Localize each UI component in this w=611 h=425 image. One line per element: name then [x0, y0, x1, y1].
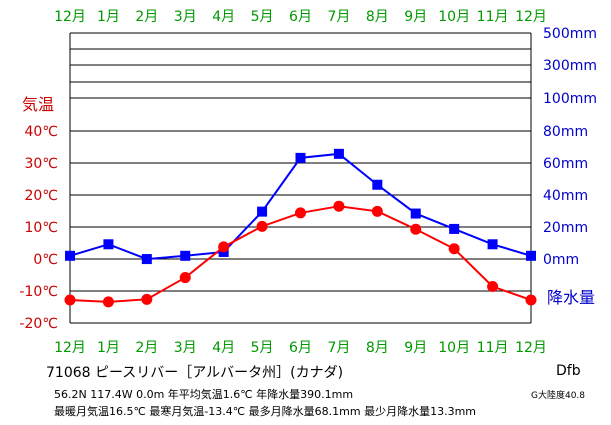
precipitation-tick-4: 60mm: [543, 156, 588, 172]
month-label-top-6: 6月: [289, 9, 312, 25]
temperature-point-0: [64, 294, 76, 306]
month-label-bottom-5: 5月: [251, 340, 274, 356]
month-label-top-11: 11月: [477, 9, 509, 25]
month-label-top-12: 12月: [515, 9, 547, 25]
temperature-point-2: [141, 293, 153, 305]
temperature-tick-4: 0℃: [33, 252, 58, 268]
month-label-top-5: 5月: [251, 9, 274, 25]
month-label-top-10: 10月: [438, 9, 470, 25]
month-label-bottom-8: 8月: [366, 340, 389, 356]
month-label-top-1: 1月: [97, 9, 120, 25]
temperature-point-1: [102, 296, 114, 308]
month-label-bottom-3: 3月: [174, 340, 197, 356]
temperature-point-10: [448, 243, 460, 255]
temperature-tick-0: 40℃: [24, 124, 58, 140]
precipitation-point-3: [180, 250, 191, 261]
precipitation-tick-0: 500mm: [543, 26, 597, 42]
month-label-bottom-0: 12月: [54, 340, 86, 356]
month-label-top-4: 4月: [212, 9, 235, 25]
temperature-point-7: [333, 200, 345, 212]
precipitation-point-2: [141, 254, 152, 265]
temperature-point-4: [218, 241, 230, 253]
precipitation-axis-label: 降水量: [547, 288, 595, 307]
plot-frame: [69, 33, 532, 324]
temperature-tick-6: -20℃: [19, 316, 58, 332]
precipitation-point-5: [257, 206, 268, 217]
temperature-axis-ticks: 40℃ 30℃ 20℃ 10℃ 0℃ -10℃ -20℃: [19, 124, 58, 332]
month-label-bottom-1: 1月: [97, 340, 120, 356]
month-label-bottom-12: 12月: [515, 340, 547, 356]
precipitation-axis-ticks: 500mm 300mm 100mm 80mm 60mm 40mm 20mm 0mm: [543, 26, 597, 268]
precipitation-tick-7: 0mm: [543, 252, 579, 268]
precipitation-point-7: [333, 148, 344, 159]
temperature-point-8: [371, 205, 383, 217]
month-label-bottom-2: 2月: [135, 340, 158, 356]
temperature-tick-1: 30℃: [24, 156, 58, 172]
continentality-index: G大陸度40.8: [531, 391, 586, 401]
month-label-bottom-9: 9月: [404, 340, 427, 356]
month-label-bottom-10: 10月: [438, 340, 470, 356]
month-label-top-3: 3月: [174, 9, 197, 25]
precipitation-point-1: [103, 239, 114, 250]
month-label-top-9: 9月: [404, 9, 427, 25]
temperature-point-9: [410, 223, 422, 235]
month-labels-top: 12月 1月 2月 3月 4月 5月 6月 7月 8月 9月 10月 11月 12月: [54, 9, 547, 25]
temperature-axis-label: 気温: [22, 95, 54, 114]
temperature-point-11: [487, 281, 499, 293]
temperature-point-12: [525, 294, 537, 306]
temperature-tick-2: 20℃: [24, 188, 58, 204]
precipitation-point-11: [487, 239, 498, 250]
precipitation-point-12: [526, 250, 536, 261]
temperature-tick-3: 10℃: [24, 220, 58, 236]
temperature-point-5: [256, 220, 268, 232]
precipitation-tick-2: 100mm: [543, 91, 597, 107]
grid-lines: [70, 32, 531, 292]
precipitation-point-10: [449, 223, 460, 234]
series-group: [64, 148, 537, 308]
temperature-tick-5: -10℃: [19, 284, 58, 300]
precipitation-point-9: [410, 208, 421, 219]
precipitation-line: [69, 152, 532, 261]
month-label-top-8: 8月: [366, 9, 389, 25]
month-label-top-0: 12月: [54, 9, 86, 25]
temperature-point-3: [179, 272, 191, 284]
month-label-bottom-7: 7月: [327, 340, 350, 356]
month-label-top-2: 2月: [135, 9, 158, 25]
station-coords: 56.2N 117.4W 0.0m 年平均気温1.6℃ 年降水量390.1mm: [54, 388, 354, 401]
month-label-bottom-4: 4月: [212, 340, 235, 356]
precipitation-tick-1: 300mm: [543, 58, 597, 74]
month-label-bottom-11: 11月: [477, 340, 509, 356]
month-label-top-7: 7月: [327, 9, 350, 25]
precipitation-point-0: [65, 250, 75, 261]
precipitation-tick-3: 80mm: [543, 124, 588, 140]
station-extremes: 最暖月気温16.5℃ 最寒月気温-13.4℃ 最多月降水量68.1mm 最少月降…: [54, 405, 476, 418]
precipitation-point-6: [295, 152, 306, 163]
precipitation-tick-5: 40mm: [543, 188, 588, 204]
month-labels-bottom: 12月 1月 2月 3月 4月 5月 6月 7月 8月 9月 10月 11月 12月: [54, 340, 547, 356]
temperature-line: [69, 205, 532, 303]
climate-class: Dfb: [556, 363, 581, 379]
precipitation-point-8: [372, 179, 383, 190]
temperature-point-6: [295, 207, 306, 219]
station-title: 71068 ピースリバー［アルバータ州］(カナダ): [46, 365, 344, 381]
precipitation-tick-6: 20mm: [543, 220, 588, 236]
month-label-bottom-6: 6月: [289, 340, 312, 356]
